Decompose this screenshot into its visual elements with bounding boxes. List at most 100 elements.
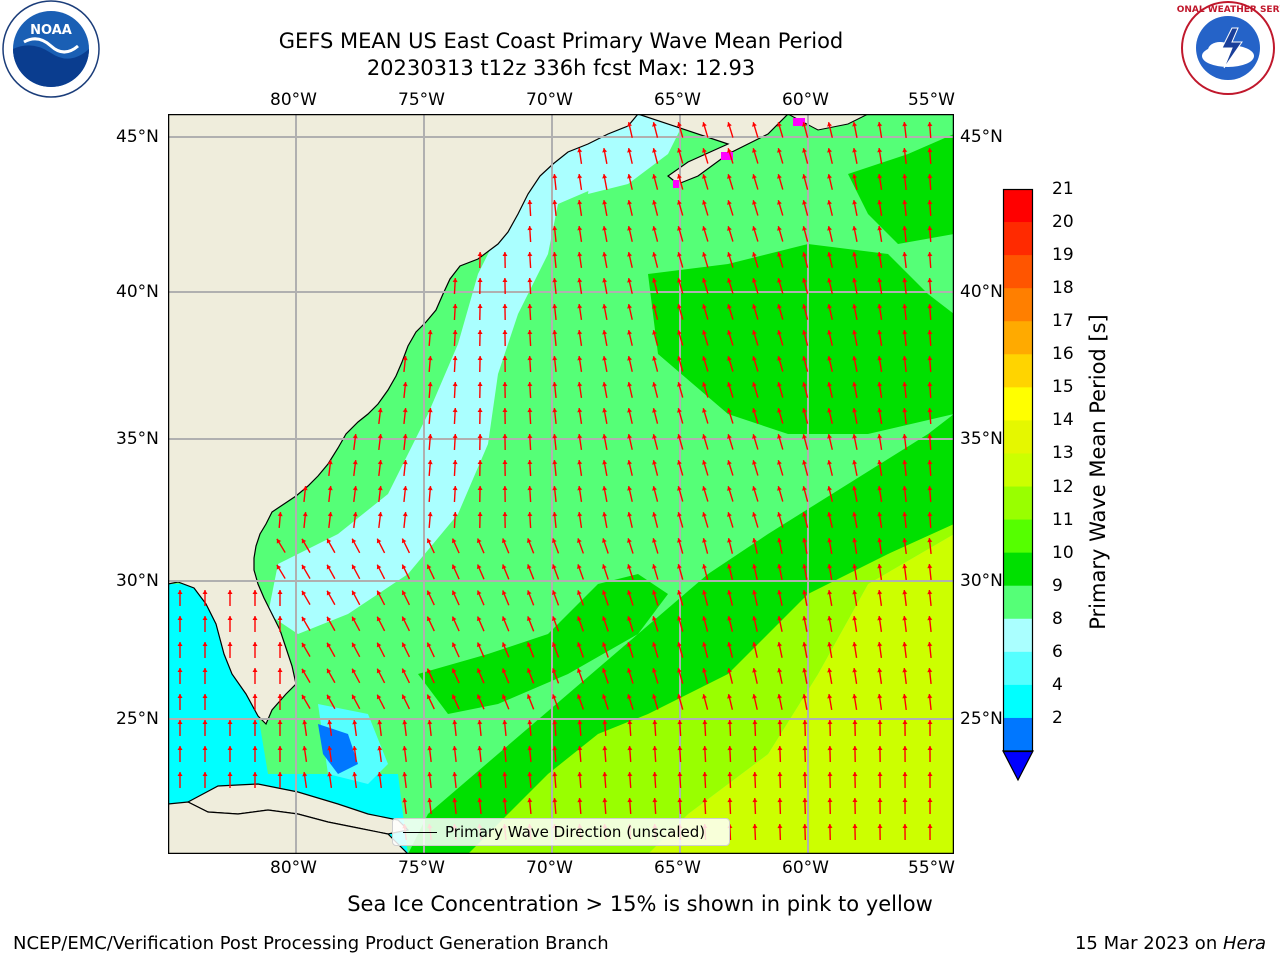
wave-vector-head [727,200,732,205]
wave-vector-head [627,590,632,595]
wave-vector-head [577,720,583,725]
wave-vector-head [301,564,307,570]
wave-vector-head [627,356,632,361]
wave-vector-head [827,642,833,647]
wave-vector-head [551,668,557,674]
wave-vector-head [927,408,933,413]
wave-vector-head [777,564,783,569]
wave-vector-head [927,590,933,595]
wave-vector-head [451,564,457,570]
wave-vector-head [376,538,382,544]
wave-vector-head [376,668,382,674]
wave-vector-head [827,330,832,335]
wave-vector-head [177,720,183,724]
wave-vector-head [652,278,657,283]
wave-vector-head [452,382,458,387]
wave-vector-head [652,304,657,309]
wave-vector-head [802,486,807,491]
wave-vector-head [877,512,883,517]
wave-vector-head [877,434,883,439]
wave-vector-head [902,616,908,621]
colorbar-segment [1003,387,1033,421]
wave-vector-head [727,512,732,517]
wave-vector-head [802,772,808,777]
colorbar-tick-label: 11 [1052,509,1074,530]
wave-vector-head [827,434,832,439]
wave-vector-head [376,590,382,596]
wave-vector-head [502,512,508,517]
wave-vector-head [202,746,208,750]
wave-vector-head [827,772,833,777]
wave-vector-head [227,590,233,594]
wave-vector-head [702,174,707,179]
wave-vector-head [777,616,783,621]
wave-vector-head [652,408,657,413]
wave-vector-head [602,174,608,179]
wave-vector-head [652,616,657,621]
wave-vector-head [577,252,583,257]
wave-vector-head [526,564,532,570]
wave-vector-head [377,720,383,725]
wave-vector-head [202,590,208,594]
wave-vector-head [302,512,308,517]
wave-vector-head [677,408,682,413]
wave-vector-head [902,772,908,777]
wave-vector-head [526,590,532,596]
wave-vector-head [252,616,258,620]
wave-vector-head [177,668,183,672]
wave-vector-head [852,382,858,387]
wave-vector-head [727,616,732,621]
wave-vector-head [552,278,558,283]
wave-vector-head [602,148,608,153]
lon-label-top: 55°W [908,90,955,110]
wave-vector-head [576,564,582,569]
wave-vector-head [627,460,632,465]
wave-vector-head [601,590,607,595]
wave-vector-head [402,460,408,465]
wave-vector-head [752,694,757,699]
wave-vector-head [827,174,832,179]
wave-vector-head [827,668,833,673]
wave-vector-head [802,538,808,543]
wave-vector-head [527,512,533,517]
wave-vector-head [852,538,858,543]
nws-logo: NATIONAL WEATHER SERVICE [1176,1,1280,95]
wave-vector-head [301,538,307,544]
wave-vector-head [352,746,358,751]
wave-vector-head [677,746,683,751]
wave-vector-head [777,746,783,751]
wave-vector-head [551,538,557,544]
wave-vector-head [877,122,883,127]
wave-vector-head [852,226,858,231]
wave-vector-head [927,824,933,829]
wave-vector-head [202,642,208,646]
wave-vector-head [852,512,858,517]
wave-vector-head [902,330,908,335]
wave-vector-head [902,278,908,283]
wave-vector-head [552,252,558,257]
wave-vector-head [877,382,883,387]
wave-vector-head [502,382,508,387]
wave-vector-head [552,356,558,361]
wave-vector-head [702,590,707,595]
colorbar-segment [1003,618,1033,653]
wave-vector-head [802,668,808,673]
wave-vector-head [827,746,833,751]
wave-vector-head [877,616,883,621]
wave-vector-head [301,642,307,648]
wave-vector-head [827,122,832,127]
wave-vector-head [902,668,908,673]
wave-vector-head [802,460,807,465]
wave-vector-head [927,330,933,335]
wave-vector-head [702,694,707,699]
wave-vector-head [401,694,407,700]
wave-vector-head [426,564,432,570]
wave-vector-head [927,122,933,127]
wave-vector-head [527,434,533,439]
wave-vector-head [377,772,383,777]
wave-vector-head [577,798,583,803]
wave-vector-head [627,382,632,387]
wave-vector-head [427,720,433,725]
wave-vector-head [827,720,833,725]
wave-vector-head [827,512,832,517]
